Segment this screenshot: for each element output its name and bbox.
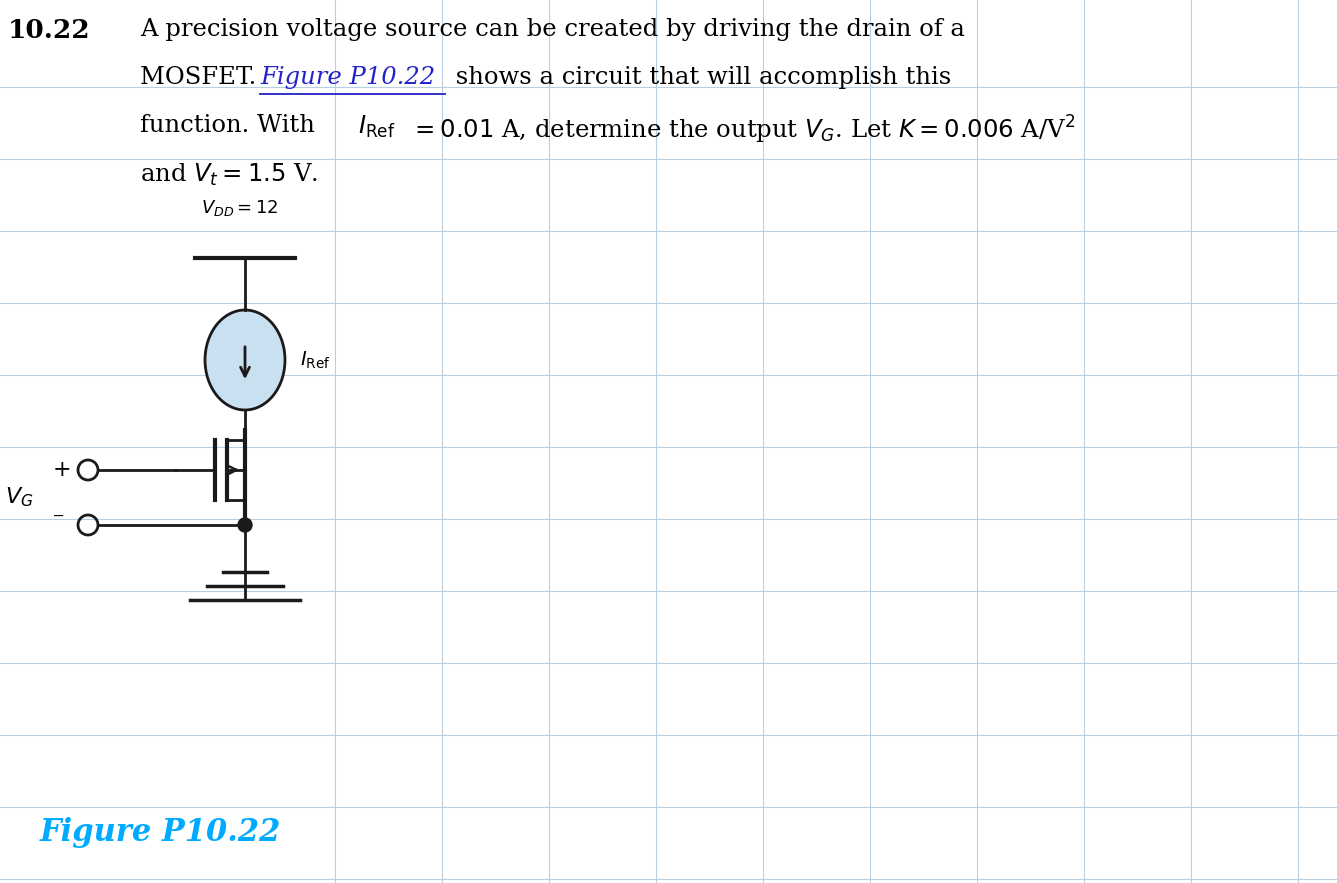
Text: and $V_t = 1.5$ V.: and $V_t = 1.5$ V. (140, 162, 318, 188)
Text: $I_{\rm Ref}$: $I_{\rm Ref}$ (358, 114, 396, 140)
Text: shows a circuit that will accomplish this: shows a circuit that will accomplish thi… (448, 66, 951, 89)
Text: A precision voltage source can be created by driving the drain of a: A precision voltage source can be create… (140, 18, 965, 41)
Text: $V_G$: $V_G$ (5, 486, 33, 509)
Ellipse shape (205, 310, 285, 410)
Text: –: – (53, 506, 64, 528)
Text: 10.22: 10.22 (8, 18, 91, 43)
Text: $V_{DD} = 12$: $V_{DD} = 12$ (202, 198, 278, 218)
Text: +: + (53, 459, 72, 481)
Text: MOSFET.: MOSFET. (140, 66, 281, 89)
Circle shape (238, 518, 251, 532)
Text: $= 0.01$ A, determine the output $V_G$. Let $K = 0.006$ A/V$^2$: $= 0.01$ A, determine the output $V_G$. … (410, 114, 1075, 147)
Text: Figure P10.22: Figure P10.22 (40, 817, 281, 848)
Text: Figure P10.22: Figure P10.22 (259, 66, 435, 89)
Text: $I_{\rm Ref}$: $I_{\rm Ref}$ (299, 350, 330, 371)
Text: function. With: function. With (140, 114, 322, 137)
